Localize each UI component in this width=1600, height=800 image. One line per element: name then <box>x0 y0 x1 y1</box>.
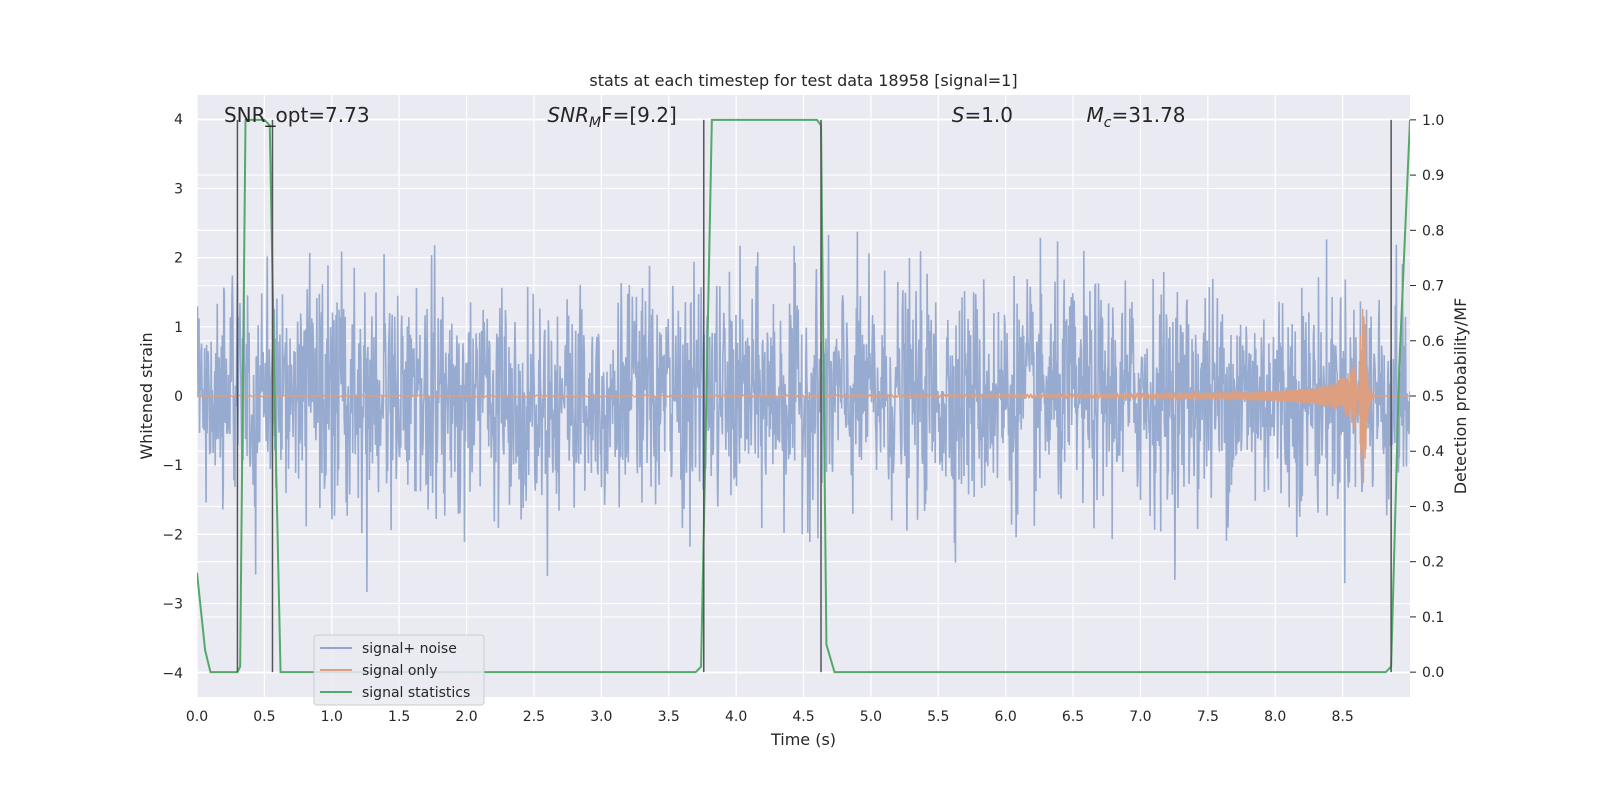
x-tick-label: 0.5 <box>253 709 275 725</box>
stat-annotation: Mc=31.78 <box>1087 103 1186 131</box>
stat-annotation: S=1.0 <box>952 103 1013 127</box>
y-tick-label: 3 <box>174 181 183 197</box>
legend-box <box>313 634 485 706</box>
y2-tick-label: 0.7 <box>1422 279 1444 295</box>
y2-tick-label: 1.0 <box>1422 113 1444 129</box>
legend-label: signal only <box>362 663 437 679</box>
vertical-markers <box>236 119 1392 673</box>
stat-annotation: SNR_opt=7.73 <box>224 103 370 127</box>
y-tick-label: 1 <box>174 320 183 336</box>
y-tick-label: −4 <box>162 666 183 682</box>
annotations: SNR_opt=7.73 SNRMF=[9.2] S=1.0 Mc=31.78 <box>224 103 1186 131</box>
x-tick-label: 1.5 <box>388 709 410 725</box>
y-tick-label: −3 <box>162 597 183 613</box>
y-tick-label: −2 <box>162 527 183 543</box>
x-tick-label: 2.5 <box>523 709 545 725</box>
stat-annotation: SNRMF=[9.2] <box>547 103 676 131</box>
x-tick-label: 6.5 <box>1062 709 1084 725</box>
y2-tick-label: 0.1 <box>1422 610 1444 626</box>
y2-tick-label: 0.8 <box>1422 223 1444 239</box>
axis-ticks: 0.0 0.5 1.0 1.5 2.0 2.5 3.0 3.5 4.0 4.5 5.0 5.5 6.0 6… <box>162 112 1444 725</box>
series-signal-noise <box>197 231 1410 592</box>
y-tick-label: 0 <box>174 389 183 405</box>
legend-label: signal statistics <box>362 685 470 701</box>
x-tick-label: 7.5 <box>1197 709 1219 725</box>
x-tick-label: 1.0 <box>321 709 343 725</box>
data-area <box>197 118 1410 674</box>
y-tick-label: 4 <box>174 112 183 128</box>
y2-tick-label: 0.3 <box>1422 499 1444 515</box>
y2-axis-label: Detection probability/MF <box>1451 298 1470 495</box>
y2-tick-label: 0.0 <box>1422 665 1444 681</box>
y-axis-label: Whitened strain <box>137 332 156 459</box>
chart-title: stats at each timestep for test data 189… <box>589 71 1017 90</box>
y2-tick-label: 0.2 <box>1422 555 1444 571</box>
x-tick-label: 3.5 <box>658 709 680 725</box>
series-signal-statistics <box>197 118 1410 674</box>
y-tick-label: 2 <box>174 251 183 267</box>
y2-tick-label: 0.9 <box>1422 168 1444 184</box>
x-tick-label: 2.0 <box>455 709 477 725</box>
x-tick-label: 7.0 <box>1129 709 1151 725</box>
x-tick-label: 0.0 <box>186 709 208 725</box>
x-tick-label: 4.5 <box>792 709 814 725</box>
x-tick-label: 5.0 <box>860 709 882 725</box>
x-tick-label: 6.0 <box>995 709 1017 725</box>
x-tick-label: 3.0 <box>590 709 612 725</box>
y2-tick-label: 0.6 <box>1422 334 1444 350</box>
x-axis-label: Time (s) <box>770 730 836 749</box>
x-tick-label: 8.0 <box>1264 709 1286 725</box>
x-tick-label: 5.5 <box>927 709 949 725</box>
y2-tick-label: 0.5 <box>1422 389 1444 405</box>
y-tick-label: −1 <box>162 458 183 474</box>
y2-tick-label: 0.4 <box>1422 444 1444 460</box>
x-tick-label: 8.5 <box>1331 709 1353 725</box>
legend-label: signal+ noise <box>362 641 457 657</box>
legend: signal+ noise signal only signal statistic… <box>313 634 485 706</box>
x-tick-label: 4.0 <box>725 709 747 725</box>
series-signal-only <box>197 308 1410 484</box>
